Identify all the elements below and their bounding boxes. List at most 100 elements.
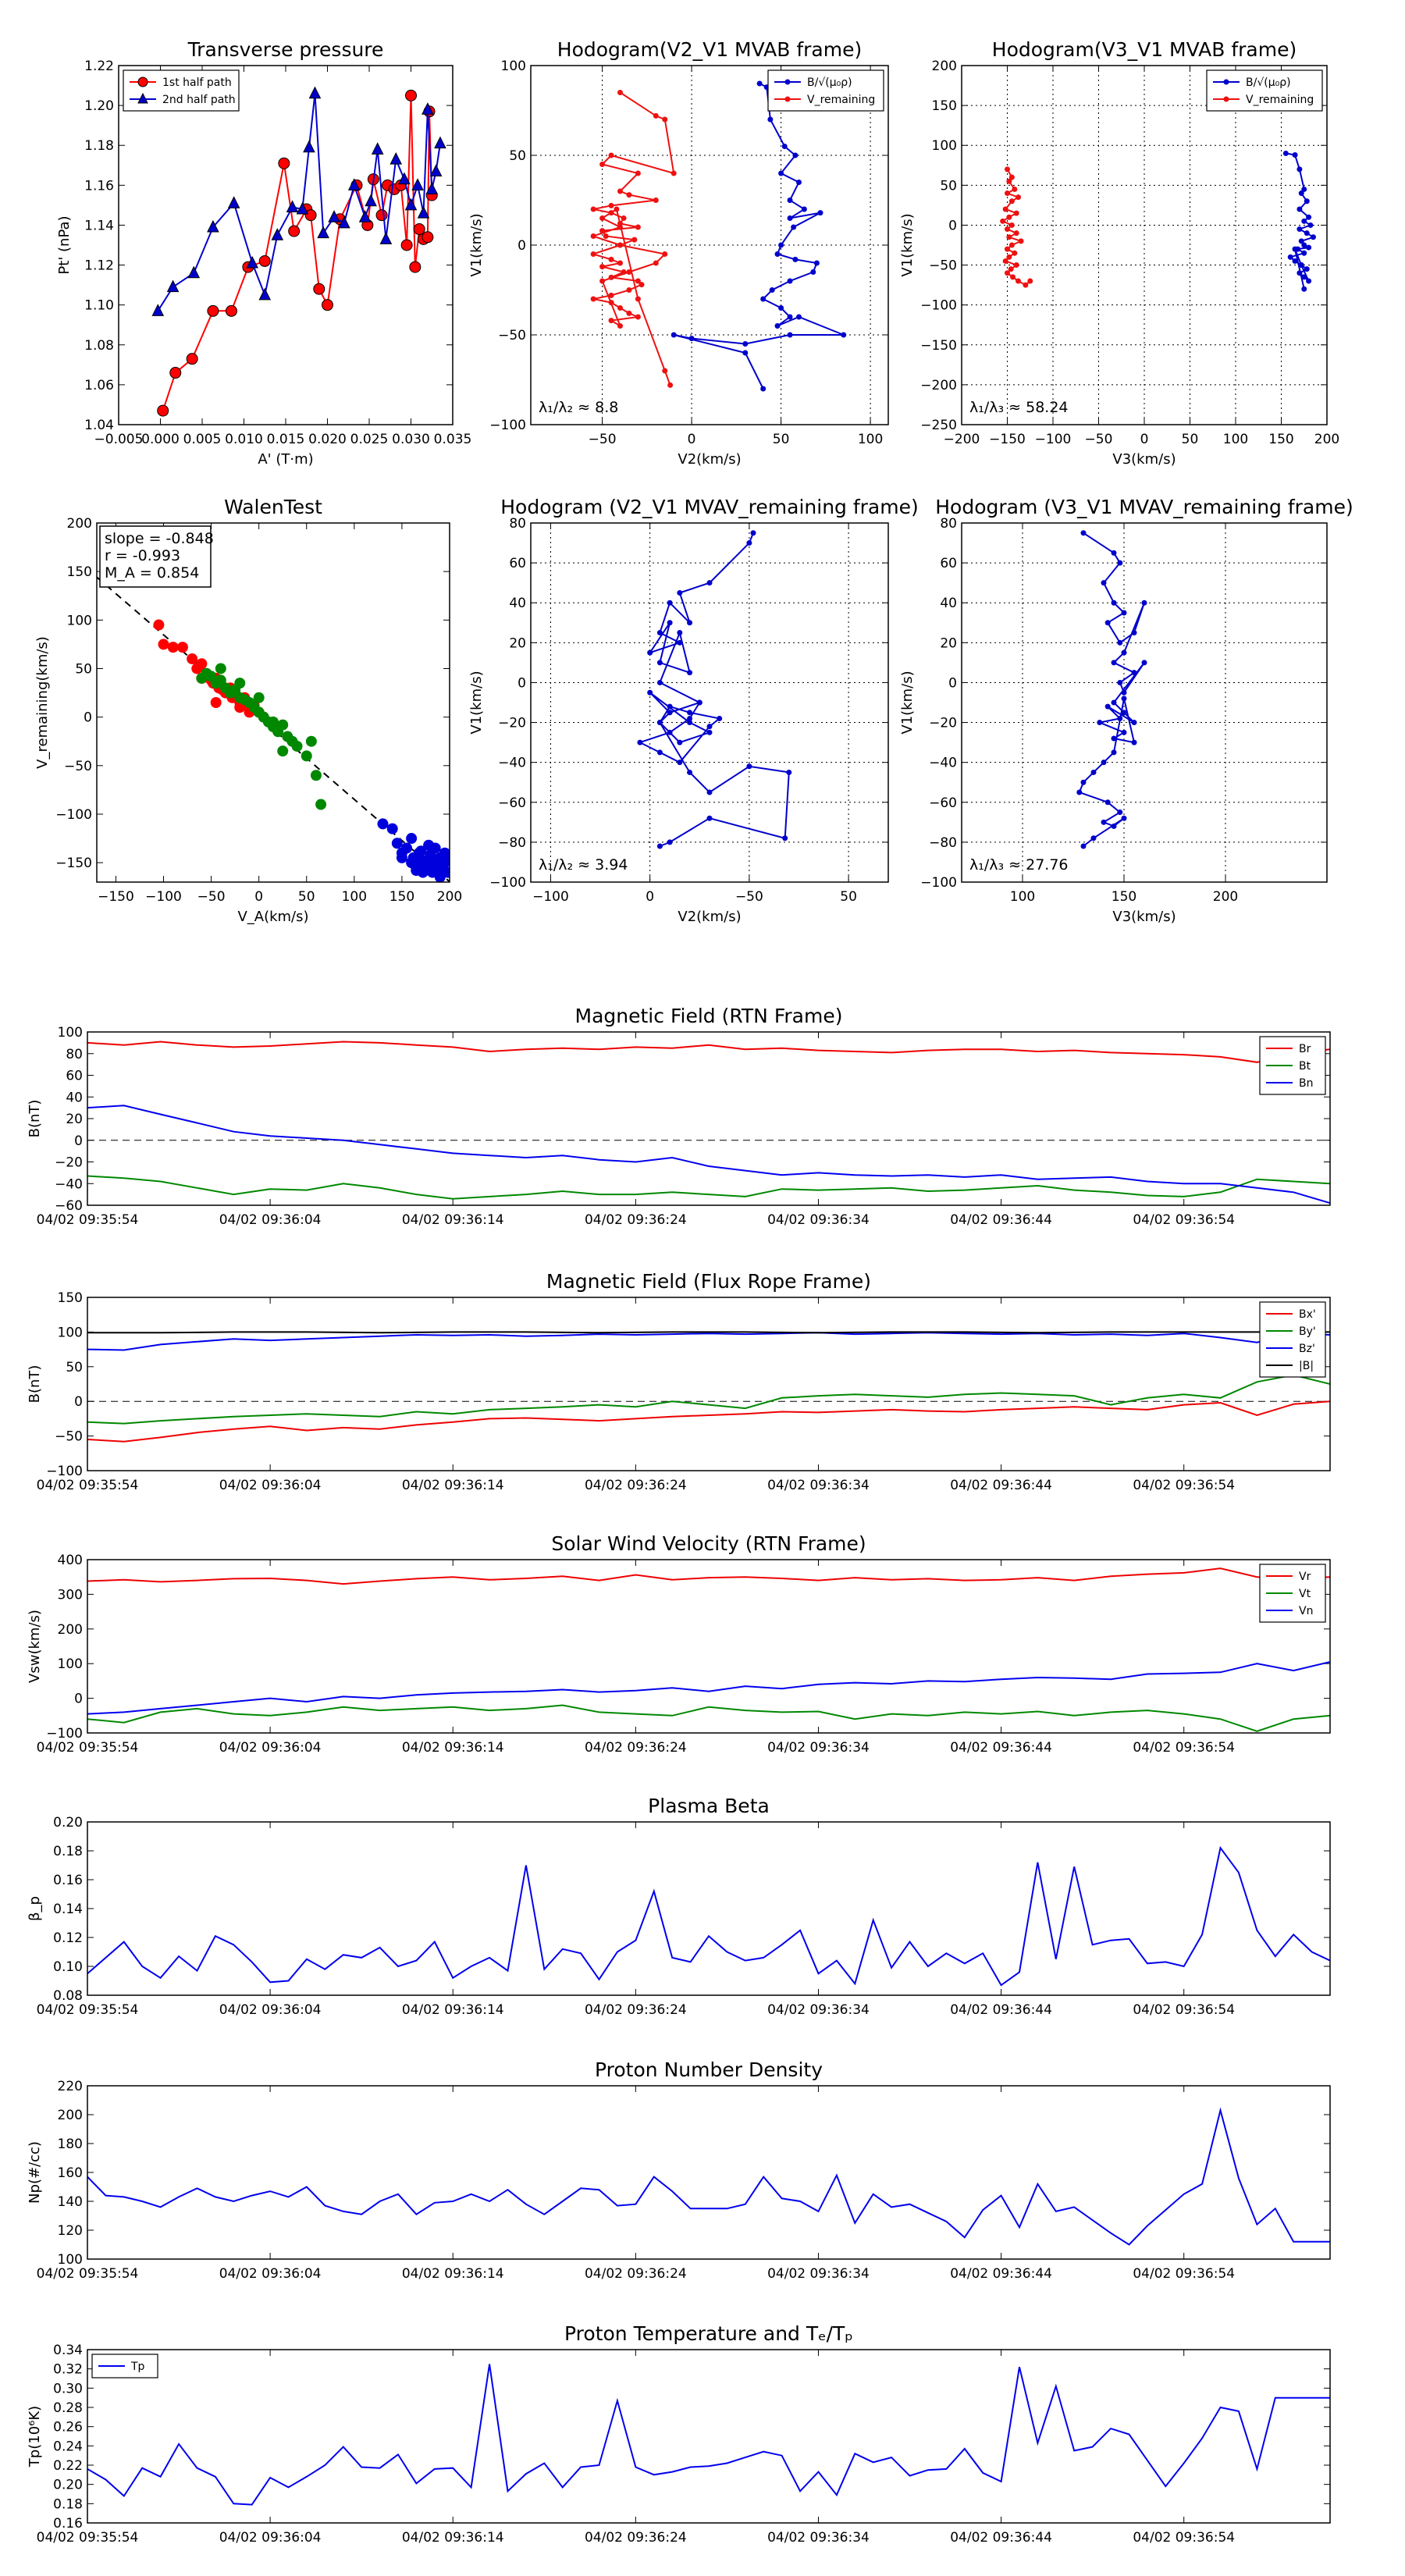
plasma-beta-series-0-line [87, 1845, 1330, 1987]
transverse-pressure-xtick-label-0: −0.005 [94, 432, 144, 447]
solar-wind-velocity-ytick-label-0: −100 [46, 1726, 83, 1742]
hodogram-v2-v1-mvav-xtick-label-1: −50 [735, 889, 763, 905]
hodogram-v3-v1-mvab-series-0-point-10 [1297, 226, 1303, 233]
hodogram-v2-v1-mvab-series-0-line [673, 83, 845, 390]
walen-test-series-0-point-1 [158, 639, 169, 650]
hodogram-v2-v1-mvav-series-0-point-23 [687, 715, 693, 721]
hodogram-v2-v1-mvav-plot-area [637, 530, 792, 849]
transverse-pressure-series-1-point-0 [151, 304, 165, 316]
hodogram-v2-v1-mvav-series-0-point-25 [637, 739, 643, 745]
walen-test-series-2-point-30 [396, 852, 407, 863]
hodogram-v3-v1-mvab-series-1-point-23 [1005, 270, 1010, 276]
hodogram-v2-v1-mvav-ylabel: V1(km/s) [468, 671, 485, 734]
hodogram-v3-v1-mvav-ytick-label-6: 20 [940, 635, 957, 651]
hodogram-v3-v1-mvav-series-0-point-10 [1121, 649, 1127, 656]
hodogram-v3-v1-mvav-series-0-point-20 [1117, 715, 1123, 721]
hodogram-v2-v1-mvab-series-0-point-7 [787, 197, 793, 203]
proton-number-density-ytick-label-0: 100 [58, 2252, 83, 2268]
hodogram-v3-v1-mvab-series-1-point-8 [1013, 210, 1019, 216]
magnetic-field-flux-rope-legend-label-2: Bz' [1299, 1343, 1315, 1355]
hodogram-v3-v1-mvav-ytick-label-1: −80 [929, 835, 957, 851]
plasma-beta-plot-area [87, 1845, 1330, 1987]
walen-test-series-2-point-26 [420, 859, 432, 870]
hodogram-v2-v1-mvav-series-0-point-35 [746, 763, 752, 770]
transverse-pressure-series-0-point-1 [169, 367, 182, 379]
transverse-pressure-series-1-point-7 [271, 228, 284, 240]
hodogram-v2-v1-mvab-series-0-point-4 [792, 152, 799, 158]
transverse-pressure-series-1-point-21 [398, 172, 411, 185]
transverse-pressure-series-1-point-18 [371, 142, 384, 155]
walen-test-series-1-point-17 [277, 719, 289, 731]
transverse-pressure-ytick-label-8: 1.20 [84, 98, 114, 114]
hodogram-v3-v1-mvab-chart: Hodogram(V3_V1 MVAB frame)−250−200−150−1… [899, 38, 1339, 468]
hodogram-v2-v1-mvav-series-0-point-37 [782, 835, 788, 841]
hodogram-v2-v1-mvab-ytick-label-0: −100 [489, 418, 526, 433]
hodogram-v3-v1-mvav-series-0-point-25 [1121, 696, 1127, 702]
hodogram-v3-v1-mvab-series-1-point-24 [1010, 274, 1016, 280]
magnetic-field-rtn-legend-label-2: Bn [1299, 1077, 1313, 1090]
plasma-beta-ytick-label-5: 0.18 [53, 1844, 83, 1859]
hodogram-v2-v1-mvab-series-1-point-26 [635, 278, 641, 284]
hodogram-v3-v1-mvab-series-1-point-7 [1002, 206, 1008, 212]
hodogram-v3-v1-mvab-series-1-point-19 [1006, 254, 1012, 260]
hodogram-v2-v1-mvav-series-0-point-10 [656, 660, 663, 666]
transverse-pressure-ytick-label-4: 1.12 [84, 258, 114, 274]
solar-wind-velocity-series-0-line [87, 1567, 1330, 1585]
hodogram-v2-v1-mvab-series-1-point-10 [608, 202, 614, 208]
walen-test-series-1-point-27 [253, 692, 265, 703]
hodogram-v3-v1-mvab-ytick-label-3: −100 [920, 298, 957, 314]
walen-test-series-2-point-23 [415, 845, 427, 857]
hodogram-v2-v1-mvab-series-1-point-24 [621, 269, 627, 275]
hodogram-v3-v1-mvab-ytick-label-4: −50 [929, 258, 957, 274]
hodogram-v2-v1-mvab-ytick-label-3: 50 [509, 148, 526, 164]
hodogram-v2-v1-mvab-series-1-point-28 [626, 287, 632, 293]
plasma-beta-xtick-label-6: 04/02 09:36:54 [1133, 2002, 1235, 2018]
hodogram-v3-v1-mvab-series-1-point-10 [1000, 218, 1006, 224]
walen-test-series-0-point-3 [176, 642, 188, 653]
hodogram-v2-v1-mvab-series-0-point-12 [778, 242, 784, 248]
transverse-pressure-series-1-point-3 [207, 219, 219, 233]
plasma-beta-ytick-label-4: 0.16 [53, 1873, 83, 1888]
transverse-pressure-series-1-point-4 [227, 196, 240, 208]
hodogram-v3-v1-mvab-xtick-label-4: 0 [1140, 432, 1149, 447]
hodogram-v3-v1-mvab-series-1-point-26 [1023, 282, 1029, 288]
solar-wind-velocity-legend-label-0: Vr [1299, 1571, 1311, 1583]
walen-test-series-2-point-27 [434, 871, 446, 882]
hodogram-v3-v1-mvav-ytick-label-7: 40 [940, 596, 957, 611]
hodogram-v2-v1-mvab-series-1-point-31 [608, 300, 614, 306]
proton-number-density-xtick-label-5: 04/02 09:36:44 [950, 2266, 1052, 2282]
proton-number-density-series-0-line [87, 2107, 1330, 2246]
hodogram-v2-v1-mvav-series-0-point-17 [687, 720, 693, 726]
transverse-pressure-series-0-point-8 [288, 225, 301, 237]
plasma-beta-frame [87, 1821, 1331, 1996]
proton-temperature-ytick-label-9: 0.34 [53, 2343, 83, 2358]
transverse-pressure-ylabel: Pt' (nPa) [56, 215, 73, 274]
hodogram-v2-v1-mvab-legend-marker-0 [784, 79, 791, 85]
transverse-pressure-series-1-point-22 [404, 197, 418, 211]
hodogram-v2-v1-mvav-xlabel: V2(km/s) [678, 909, 741, 925]
hodogram-v3-v1-mvav-series-0-point-19 [1104, 703, 1111, 710]
walen-test-frame [96, 522, 450, 883]
transverse-pressure-ytick-label-9: 1.22 [84, 59, 114, 74]
walen-test-series-1-point-28 [268, 716, 279, 728]
walen-test-ytick-label-2: −50 [64, 759, 92, 774]
magnetic-field-flux-rope-ytick-label-4: 100 [58, 1325, 83, 1340]
transverse-pressure-series-0-point-10 [304, 209, 317, 222]
hodogram-v2-v1-mvab-series-1-point-22 [617, 260, 623, 266]
transverse-pressure-ytick-label-1: 1.06 [84, 378, 114, 393]
hodogram-v3-v1-mvab-series-1-point-6 [1008, 198, 1015, 205]
hodogram-v2-v1-mvab-series-1-point-0 [617, 90, 623, 95]
solar-wind-velocity-chart: Solar Wind Velocity (RTN Frame) −100 0 100 2… [27, 1532, 1331, 1756]
transverse-pressure-xtick-label-8: 0.035 [434, 432, 472, 447]
walen-test-series-2-point-1 [386, 823, 398, 834]
hodogram-v3-v1-mvab-series-0-point-14 [1301, 242, 1307, 248]
hodogram-v3-v1-mvav-series-0-point-4 [1111, 600, 1117, 606]
hodogram-v2-v1-mvab-series-1-point-21 [608, 256, 614, 262]
walen-test-series-2-point-22 [406, 833, 418, 845]
hodogram-v2-v1-mvab-legend-marker-1 [784, 96, 791, 102]
hodogram-v3-v1-mvab-xtick-label-0: −200 [944, 432, 980, 447]
hodogram-v3-v1-mvab-xtick-label-8: 200 [1314, 432, 1339, 447]
hodogram-v3-v1-mvab-frame [961, 65, 1328, 425]
hodogram-v2-v1-mvav-series-0-point-11 [687, 670, 693, 676]
hodogram-v3-v1-mvab-series-0-point-19 [1292, 258, 1298, 264]
